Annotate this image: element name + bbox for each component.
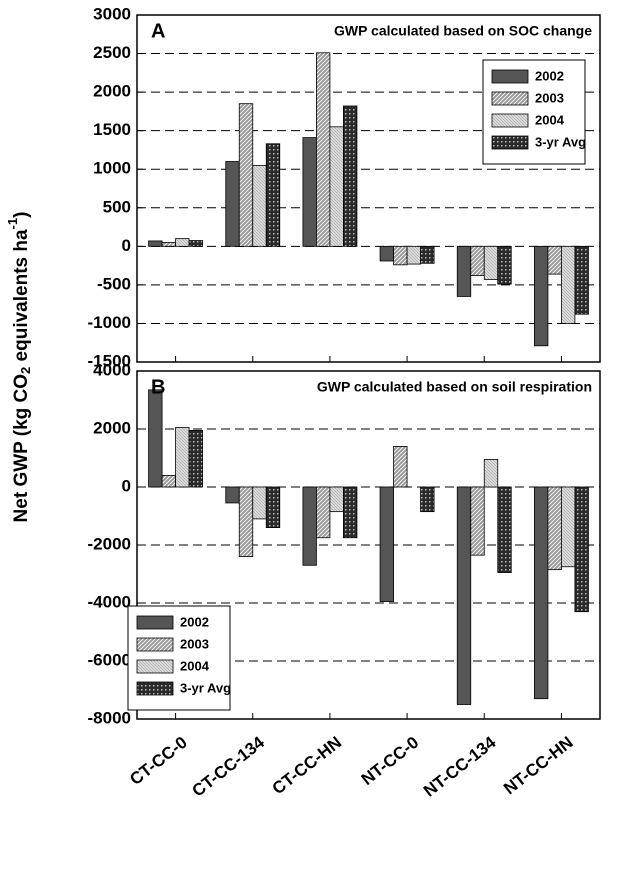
legend-label: 2002 — [180, 614, 209, 629]
legend-label: 2002 — [535, 68, 564, 83]
bar — [148, 389, 163, 488]
bar — [393, 245, 408, 266]
bar — [148, 240, 163, 247]
legend-label: 3-yr Avg — [535, 134, 586, 149]
y-tick-label: -1000 — [88, 313, 131, 332]
bar — [534, 486, 549, 700]
bar — [175, 427, 190, 488]
bar — [497, 245, 512, 285]
y-tick-label: 4000 — [93, 360, 131, 379]
legend-swatch — [491, 69, 529, 84]
panel-title: GWP calculated based on soil respiration — [317, 379, 592, 395]
bar — [343, 486, 358, 539]
legend-swatch — [491, 91, 529, 106]
bar — [238, 103, 254, 247]
bar — [456, 486, 472, 705]
y-tick-label: -1500 — [88, 351, 131, 370]
bar — [161, 474, 176, 488]
x-tick-label: NT-CC-0 — [358, 733, 423, 789]
bar — [547, 245, 562, 275]
bar — [188, 430, 203, 488]
y-tick-label: 3000 — [93, 4, 131, 23]
plot-frame — [136, 14, 601, 363]
y-tick-label: -500 — [97, 274, 131, 293]
legend-label: 2004 — [535, 112, 565, 127]
bar — [547, 486, 562, 571]
bar — [175, 238, 190, 247]
y-tick-label: 500 — [103, 197, 131, 216]
bar — [265, 143, 281, 247]
bar — [420, 486, 435, 513]
panel-label: B — [151, 376, 165, 398]
y-tick-label: 0 — [122, 476, 131, 495]
legend-swatch — [136, 659, 174, 674]
bar — [302, 137, 317, 247]
bar — [161, 242, 176, 247]
bar — [329, 126, 344, 247]
y-tick-label: 2000 — [93, 82, 131, 101]
legend-label: 2003 — [180, 636, 209, 651]
bar — [470, 486, 485, 556]
plot-frame — [136, 370, 601, 720]
bar — [225, 486, 240, 504]
bar — [561, 245, 576, 324]
panel-label: A — [151, 20, 165, 42]
bar — [302, 486, 317, 566]
bar — [574, 245, 589, 315]
bar — [483, 459, 499, 488]
bar — [316, 486, 331, 539]
y-tick-label: 0 — [122, 236, 131, 255]
bar — [238, 486, 254, 557]
bar — [393, 445, 408, 488]
legend-label: 2003 — [535, 90, 564, 105]
bar — [470, 245, 485, 277]
y-tick-label: -6000 — [88, 650, 131, 669]
bar — [252, 486, 267, 520]
y-axis-label: Net GWP (kg CO2 equivalents ha-1) — [5, 212, 33, 523]
legend-swatch — [491, 135, 529, 150]
y-tick-label: -2000 — [88, 534, 131, 553]
x-tick-label: NT-CC-134 — [420, 732, 500, 800]
y-tick-label: 2500 — [93, 43, 131, 62]
y-tick-label: 1000 — [93, 159, 131, 178]
bar — [379, 486, 394, 602]
bar — [252, 164, 267, 247]
bar — [534, 245, 549, 347]
legend-label: 2004 — [180, 658, 210, 673]
bar — [406, 245, 421, 265]
bar — [225, 161, 240, 247]
bar — [420, 245, 435, 264]
legend-label: 3-yr Avg — [180, 680, 231, 695]
y-tick-label: -4000 — [88, 592, 131, 611]
bar — [188, 240, 203, 247]
bar — [574, 486, 589, 613]
panel-title: GWP calculated based on SOC change — [334, 23, 592, 39]
bar — [329, 486, 344, 513]
legend-swatch — [136, 637, 174, 652]
x-tick-label: CT-CC-0 — [126, 733, 191, 789]
legend-swatch — [136, 681, 174, 696]
x-tick-label: CT-CC-134 — [189, 732, 269, 800]
bar — [379, 245, 394, 262]
y-tick-label: 2000 — [93, 418, 131, 437]
y-tick-label: -8000 — [88, 708, 131, 727]
legend-swatch — [136, 615, 174, 630]
legend-swatch — [491, 113, 529, 128]
bar — [561, 486, 576, 568]
x-tick-label: NT-CC-HN — [500, 733, 576, 799]
x-tick-label: CT-CC-HN — [269, 733, 345, 799]
y-tick-label: 1500 — [93, 120, 131, 139]
bar — [497, 486, 512, 573]
bar — [265, 486, 281, 528]
bar — [316, 52, 331, 247]
bar — [343, 105, 358, 247]
bar — [483, 245, 499, 280]
bar — [456, 245, 472, 297]
